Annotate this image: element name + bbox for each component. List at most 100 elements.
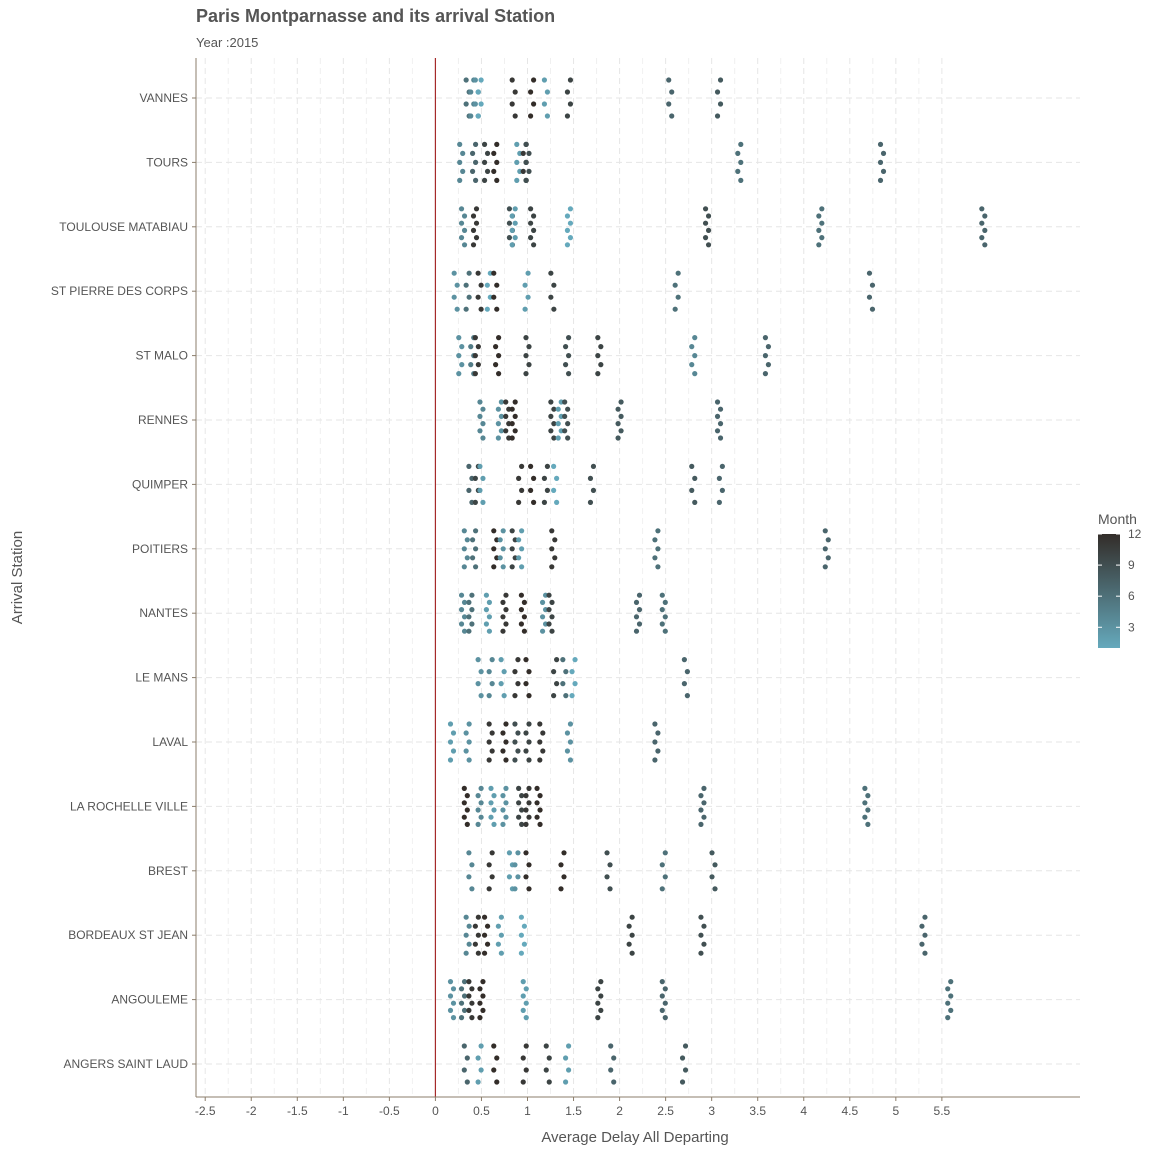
data-point <box>549 628 555 634</box>
data-point <box>523 681 529 687</box>
data-point <box>458 621 465 627</box>
data-point <box>531 499 537 505</box>
data-point <box>469 886 475 892</box>
data-point <box>519 807 525 813</box>
y-tick-label: QUIMPER <box>132 477 188 491</box>
data-point <box>698 821 704 828</box>
data-point <box>595 1000 601 1006</box>
data-point <box>466 941 472 947</box>
data-point <box>629 932 635 938</box>
data-point <box>483 607 490 613</box>
data-point <box>494 282 500 288</box>
data-point <box>498 428 504 434</box>
data-point <box>494 1079 500 1085</box>
data-point <box>477 413 483 419</box>
data-point <box>531 101 537 107</box>
data-point <box>458 1000 465 1006</box>
data-point <box>564 89 571 95</box>
data-point <box>486 669 492 675</box>
data-point <box>569 669 575 675</box>
data-point <box>486 757 492 763</box>
data-point <box>531 475 537 481</box>
data-point <box>489 681 495 687</box>
data-point <box>497 537 503 543</box>
month-legend: Month 3 6 9 12 <box>1098 511 1142 648</box>
data-point <box>604 874 610 880</box>
data-point <box>816 242 822 248</box>
data-point <box>565 1043 572 1049</box>
data-point <box>526 739 532 745</box>
data-point <box>480 475 486 481</box>
data-point <box>698 932 704 938</box>
data-point <box>520 168 526 174</box>
data-point <box>461 785 467 792</box>
data-point <box>689 344 695 350</box>
data-point <box>522 306 528 312</box>
data-point <box>702 206 709 212</box>
data-point <box>862 785 868 792</box>
data-point <box>477 1000 483 1006</box>
data-point <box>595 986 601 992</box>
data-point <box>459 344 465 350</box>
data-point <box>598 344 604 350</box>
data-point <box>478 785 484 792</box>
data-point <box>717 406 724 412</box>
data-point <box>475 914 481 920</box>
data-point <box>555 435 561 441</box>
data-point <box>537 721 543 727</box>
data-point <box>607 886 613 892</box>
data-point <box>503 814 509 820</box>
y-tick-label: RENNES <box>138 413 188 427</box>
data-point <box>738 141 744 147</box>
data-point <box>922 932 928 938</box>
data-point <box>486 614 493 620</box>
y-tick-label: ANGOULEME <box>111 993 188 1007</box>
data-point <box>816 227 822 233</box>
data-point <box>491 294 497 300</box>
data-point <box>506 235 513 241</box>
data-point <box>478 814 484 820</box>
data-point <box>666 101 672 107</box>
x-tick-label: 2 <box>616 1104 623 1118</box>
data-point <box>945 1015 951 1021</box>
data-point <box>615 406 621 412</box>
data-point <box>655 748 661 754</box>
data-point <box>512 862 518 868</box>
data-point <box>484 306 490 312</box>
data-point <box>500 730 506 736</box>
data-point <box>522 282 528 288</box>
data-point <box>662 599 668 606</box>
data-point <box>572 657 578 663</box>
data-point <box>714 113 721 119</box>
data-point <box>461 979 468 985</box>
data-point <box>608 1043 614 1049</box>
data-point <box>488 800 494 806</box>
data-point <box>590 487 597 493</box>
data-point <box>512 413 518 419</box>
data-point <box>491 270 497 276</box>
data-point <box>712 886 718 892</box>
data-point <box>472 499 478 505</box>
data-point <box>512 206 518 212</box>
data-point <box>493 362 499 368</box>
data-point <box>450 986 457 992</box>
legend-label: 12 <box>1128 527 1142 541</box>
data-point <box>549 528 555 534</box>
axes: -2.5 -2 -1.5 -1 -0.5 0 0.5 1 1.5 2 2.5 3 3.5 4 4.5 5 5.5… <box>9 58 1080 1146</box>
data-point <box>595 1015 601 1021</box>
data-point <box>539 628 546 634</box>
data-point <box>565 421 571 427</box>
data-point <box>567 101 574 107</box>
data-point <box>521 941 527 947</box>
data-point <box>633 599 640 606</box>
data-point <box>523 1015 529 1021</box>
data-point <box>469 862 475 868</box>
data-point <box>562 428 568 434</box>
data-point <box>475 950 481 956</box>
data-point <box>564 242 571 248</box>
data-point <box>481 932 488 938</box>
data-point <box>662 986 668 992</box>
data-point <box>537 807 543 813</box>
data-point <box>472 528 479 534</box>
data-point <box>819 235 825 241</box>
